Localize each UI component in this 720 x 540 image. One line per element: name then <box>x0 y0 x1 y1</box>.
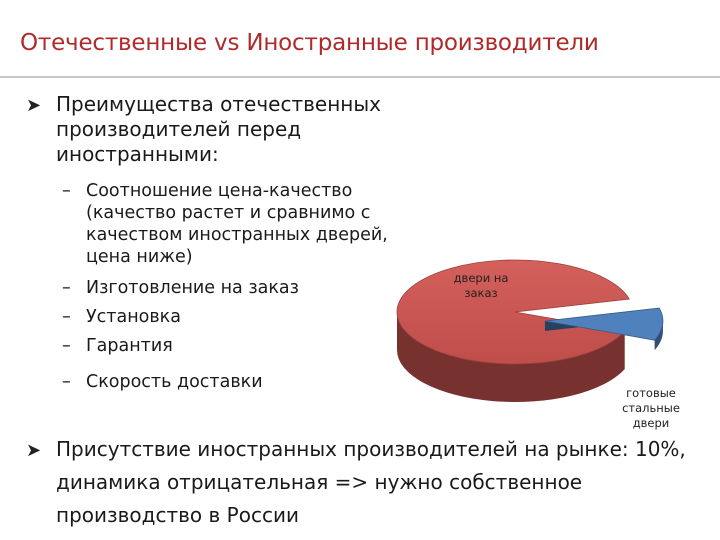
bullet-foreign-presence: ➤ Присутствие иностранных производителей… <box>26 433 716 532</box>
pie-slice-minor <box>544 307 664 341</box>
slide-title: Отечественные vs Иностранные производите… <box>20 30 599 56</box>
dash-bullet-icon: – <box>62 307 71 327</box>
pie-chart <box>396 259 664 402</box>
dash-bullet-icon: – <box>62 181 71 201</box>
bullet-foreign-text: Присутствие иностранных производителей н… <box>56 437 686 527</box>
list-item: – Гарантия <box>62 336 173 356</box>
dash-bullet-icon: – <box>62 278 71 298</box>
arrow-bullet-icon: ➤ <box>26 440 42 461</box>
title-divider <box>0 76 720 78</box>
list-item: – Изготовление на заказ <box>62 278 299 298</box>
arrow-bullet-icon: ➤ <box>26 95 42 116</box>
dash-bullet-icon: – <box>62 372 71 392</box>
pie-slice-side <box>654 321 663 351</box>
pie-slice-side <box>397 312 625 402</box>
list-item: – Скорость доставки <box>62 372 263 392</box>
pie-label-minor: готовые стальные двери <box>622 386 680 430</box>
list-item: – Установка <box>62 307 181 327</box>
bullet-advantages: ➤ Преимущества отечественных производите… <box>26 92 426 167</box>
pie-label-main: двери на заказ <box>453 271 509 300</box>
pie-slice-main <box>396 259 630 365</box>
list-item: – Соотношение цена-качество (качество ра… <box>62 181 388 267</box>
bullet-advantages-text: Преимущества отечественных производителе… <box>56 92 381 166</box>
dash-bullet-icon: – <box>62 336 71 356</box>
